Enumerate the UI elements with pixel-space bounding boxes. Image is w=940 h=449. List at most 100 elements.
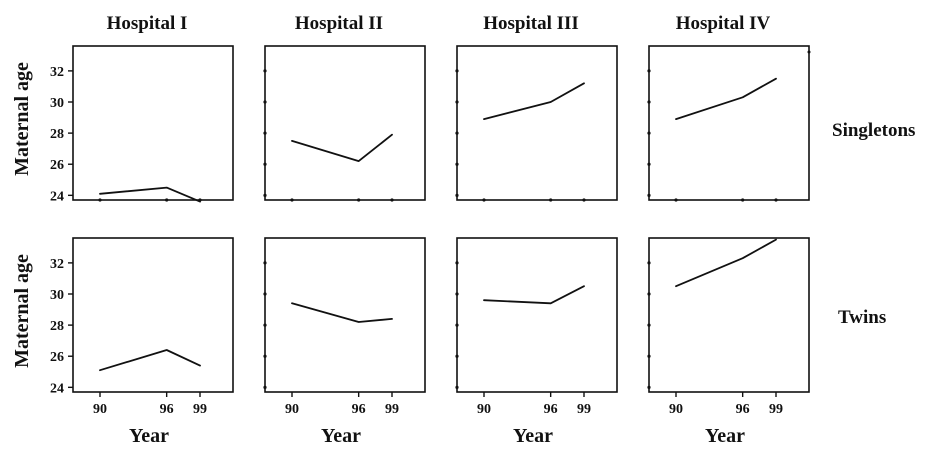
x-tick-dot: [290, 198, 294, 202]
x-axis-title-hospital-ii: Year: [321, 425, 361, 447]
y-tick-dot: [647, 385, 651, 389]
x-tick-label: 96: [544, 402, 558, 417]
y-tick-dot: [263, 69, 267, 73]
stray-dot: [807, 50, 811, 54]
series-line-singletons-hospital-iii: [483, 82, 585, 120]
y-tick-dot: [455, 131, 459, 135]
y-tick-dot: [455, 193, 459, 197]
y-tick-label: 26: [50, 350, 64, 365]
y-tick-dot: [647, 69, 651, 73]
column-title-hospital-iii: Hospital III: [483, 13, 579, 34]
x-axis-title-hospital-iii: Year: [513, 425, 553, 447]
y-tick-dot: [263, 292, 267, 296]
column-title-hospital-i: Hospital I: [107, 13, 188, 34]
y-tick-label: 30: [50, 288, 64, 303]
x-tick-label: 90: [477, 402, 491, 417]
y-axis-title-twins: Maternal age: [11, 254, 33, 368]
x-tick-dot: [774, 198, 778, 202]
panel-twins-hospital-iii: 90 96 99: [455, 237, 618, 417]
column-title-hospital-iv: Hospital IV: [676, 13, 771, 34]
y-tick-dot: [647, 354, 651, 358]
panel-frame: [648, 45, 810, 201]
x-tick-label: 96: [736, 402, 750, 417]
x-tick-dot: [582, 198, 586, 202]
y-tick-dot: [647, 131, 651, 135]
y-tick-label: 24: [50, 189, 64, 204]
series-line-singletons-hospital-iv: [675, 77, 777, 120]
panel-frame: [648, 237, 810, 393]
y-tick-dot: [455, 69, 459, 73]
y-tick-dot: [455, 162, 459, 166]
y-tick-dot: [263, 385, 267, 389]
y-tick-dot: [455, 261, 459, 265]
y-tick-label: 32: [50, 257, 64, 272]
panel-frame: [456, 45, 618, 201]
x-axis-titles: Year Year Year Year: [129, 425, 745, 447]
y-tick-dot: [263, 162, 267, 166]
x-axis-title-hospital-iv: Year: [705, 425, 745, 447]
x-tick-dot: [482, 198, 486, 202]
x-tick-label: 99: [385, 402, 399, 417]
panel-singletons-hospital-iii: [455, 45, 618, 202]
panel-frame: [264, 45, 426, 201]
panel-frame: [264, 237, 426, 393]
y-tick-dot: [263, 354, 267, 358]
x-tick-dot: [390, 198, 394, 202]
y-axis-titles: Maternal age Maternal age: [11, 62, 33, 368]
y-tick-dot: [647, 292, 651, 296]
x-tick-label: 96: [352, 402, 366, 417]
y-tick-dot: [263, 100, 267, 104]
y-tick-dot: [263, 323, 267, 327]
panel-twins-hospital-ii: 90 96 99: [263, 237, 426, 417]
x-tick-dot: [165, 198, 169, 202]
panel-twins-hospital-iv: 90 96 99: [647, 237, 810, 417]
y-tick-label: 32: [50, 65, 64, 80]
column-title-hospital-ii: Hospital II: [295, 13, 383, 34]
x-tick-dot: [357, 198, 361, 202]
series-line-twins-hospital-i: [99, 349, 201, 372]
panel-singletons-hospital-i: 24 26 28 30 32: [50, 45, 234, 204]
x-tick-label: 99: [769, 402, 783, 417]
y-tick-dot: [263, 131, 267, 135]
series-line-singletons-hospital-ii: [291, 133, 393, 163]
y-tick-dot: [647, 323, 651, 327]
y-tick-label: 26: [50, 158, 64, 173]
row-labels: Singletons Twins: [832, 120, 915, 328]
y-tick-dot: [263, 193, 267, 197]
x-tick-label: 99: [193, 402, 207, 417]
panel-frame: [456, 237, 618, 393]
x-tick-label: 90: [93, 402, 107, 417]
y-tick-dot: [647, 162, 651, 166]
x-tick-label: 90: [285, 402, 299, 417]
x-tick-label: 90: [669, 402, 683, 417]
row-label-singletons: Singletons: [832, 120, 915, 141]
y-tick-label: 28: [50, 127, 64, 142]
panel-twins-hospital-i: 24 26 28 30 32 90 96 99: [50, 237, 234, 417]
y-tick-dot: [647, 261, 651, 265]
column-titles: Hospital I Hospital II Hospital III Hospita…: [107, 13, 771, 34]
series-line-singletons-hospital-i: [99, 186, 201, 203]
x-tick-dot: [741, 198, 745, 202]
series-line-twins-hospital-ii: [291, 302, 393, 323]
y-tick-dot: [455, 292, 459, 296]
x-tick-dot: [549, 198, 553, 202]
y-tick-dot: [455, 385, 459, 389]
series-line-twins-hospital-iv: [675, 238, 777, 288]
y-tick-label: 30: [50, 96, 64, 111]
x-tick-label: 99: [577, 402, 591, 417]
y-tick-dot: [455, 354, 459, 358]
y-tick-dot: [647, 100, 651, 104]
y-tick-dot: [263, 261, 267, 265]
y-tick-dot: [455, 100, 459, 104]
panel-frame: [72, 45, 234, 201]
x-axis-title-hospital-i: Year: [129, 425, 169, 447]
y-tick-label: 28: [50, 319, 64, 334]
panel-frame: [72, 237, 234, 393]
y-tick-dot: [647, 193, 651, 197]
y-tick-dot: [455, 323, 459, 327]
x-tick-dot: [98, 198, 102, 202]
panel-singletons-hospital-ii: [263, 45, 426, 202]
row-label-twins: Twins: [838, 307, 886, 328]
